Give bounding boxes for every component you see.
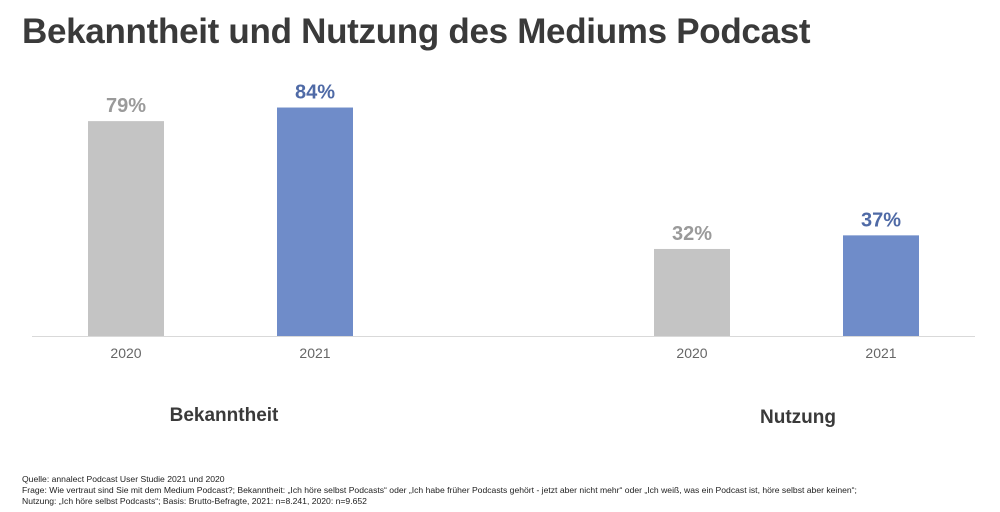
group-label-nutzung: Nutzung bbox=[760, 407, 836, 428]
data-label-nutzung-2021: 37% bbox=[861, 209, 901, 231]
data-label-nutzung-2020: 32% bbox=[672, 223, 712, 245]
bar-nutzung-2020 bbox=[654, 248, 730, 336]
bar-nutzung-2021 bbox=[843, 235, 919, 336]
tick-label-bekanntheit-2020: 2020 bbox=[110, 345, 141, 361]
data-label-bekanntheit-2020: 79% bbox=[106, 95, 146, 117]
footnote-source: Quelle: annalect Podcast User Studie 202… bbox=[22, 474, 225, 484]
tick-label-nutzung-2020: 2020 bbox=[676, 345, 707, 361]
chart-title: Bekanntheit und Nutzung des Mediums Podc… bbox=[22, 12, 811, 51]
bar-bekanntheit-2021 bbox=[277, 107, 353, 337]
footnote-basis: Nutzung: „Ich höre selbst Podcasts“; Bas… bbox=[22, 496, 367, 506]
data-label-bekanntheit-2021: 84% bbox=[295, 82, 335, 104]
tick-label-bekanntheit-2021: 2021 bbox=[299, 345, 330, 361]
source-footnote: Quelle: annalect Podcast User Studie 202… bbox=[22, 474, 857, 507]
footnote-question: Frage: Wie vertraut sind Sie mit dem Med… bbox=[22, 485, 857, 495]
group-label-bekanntheit: Bekanntheit bbox=[170, 405, 279, 426]
bar-chart: 79% 2020 84% 2021 Bekanntheit 32% 2020 37% 2021 N… bbox=[32, 82, 975, 428]
bar-bekanntheit-2020 bbox=[88, 121, 164, 337]
tick-label-nutzung-2021: 2021 bbox=[865, 345, 896, 361]
